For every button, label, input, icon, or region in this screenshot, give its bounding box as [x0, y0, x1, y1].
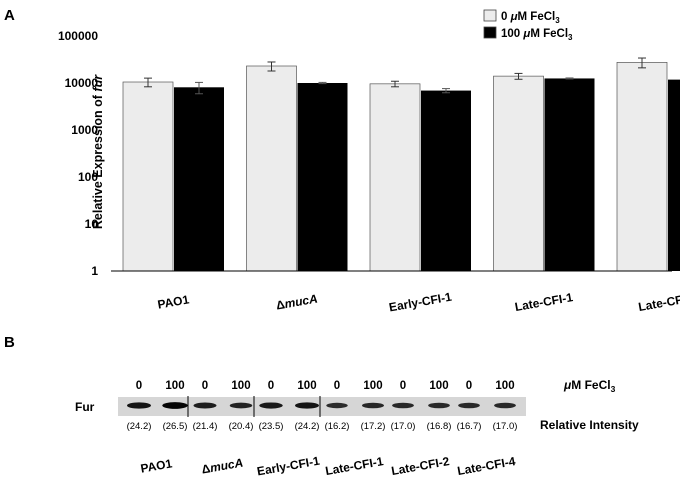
band-l4-0 [392, 402, 414, 409]
lane-label-3: Late-CFI-1 [324, 454, 385, 478]
intensity-value-l4-0: (17.0) [391, 421, 416, 432]
error-bar-s0-c2 [391, 80, 399, 88]
conc-label-l1-1: 100 [231, 380, 250, 392]
legend-label-1: 100 μM FeCl3 [501, 28, 573, 42]
bar-s0-c3 [493, 75, 544, 272]
y-tick-labels: 1 10 100 1000 10000 100000 [58, 29, 98, 278]
bar-s0-c0 [122, 81, 174, 272]
intensity-value-l2-0: (23.5) [259, 421, 284, 432]
conc-label-l3-0: 0 [334, 380, 340, 392]
x-category-label-0: PAO1 [156, 292, 190, 311]
band-l2-1 [295, 402, 319, 409]
y-tick-label-1: 10 [85, 217, 99, 231]
bar-s1-c1 [297, 83, 348, 271]
intensity-value-l5-1: (17.0) [493, 421, 518, 432]
y-tick-label-5: 100000 [58, 29, 98, 43]
band-l0-1 [162, 402, 188, 409]
band-l5-1 [494, 402, 516, 409]
concentration-labels: 0 100 0 100 0 100 0 100 0 100 0 100 [136, 380, 515, 392]
bar-s1-c4 [668, 79, 680, 271]
y-axis-label: Relative Expression of fur [91, 74, 105, 229]
band-l0-0 [127, 402, 151, 409]
legend-swatch-1 [483, 26, 497, 39]
intensity-values: (24.2) (26.5) (21.4) (20.4) (23.5) (24.2) (16.… [127, 421, 518, 432]
band-l1-1 [229, 402, 253, 409]
blot-bands [127, 396, 516, 417]
conc-label-l4-1: 100 [429, 380, 448, 392]
error-bar-s0-c3 [514, 72, 523, 80]
conc-label-l3-1: 100 [363, 380, 382, 392]
error-bar-s0-c1 [267, 61, 276, 72]
error-bar-s1-c1 [318, 81, 327, 85]
bar-s1-c0 [174, 87, 224, 271]
intensity-value-l0-1: (26.5) [163, 421, 188, 432]
band-l4-1 [428, 402, 450, 409]
relative-intensity-label: Relative Intensity [540, 418, 639, 432]
bar-s1-c2 [421, 90, 471, 271]
conc-label-l2-1: 100 [297, 380, 316, 392]
error-bar-s0-c4 [638, 57, 646, 69]
conc-label-l2-0: 0 [268, 380, 274, 392]
x-category-labels: PAO1 ΔmucA Early-CFI-1 Late-CFI-1 Late-CFI-4 [156, 290, 680, 315]
band-l1-0 [193, 402, 217, 409]
conc-label-l1-0: 0 [202, 380, 208, 392]
lane-labels: PAO1 ΔmucA Early-CFI-1 Late-CFI-1 Late-CFI-2… [139, 454, 516, 479]
intensity-value-l5-0: (16.7) [457, 421, 482, 432]
intensity-value-l1-0: (21.4) [193, 421, 218, 432]
conc-label-l0-1: 100 [165, 380, 184, 392]
conc-label-l4-0: 0 [400, 380, 406, 392]
bar-s0-c2 [369, 83, 421, 272]
error-bar-s0-c0 [144, 77, 152, 88]
intensity-value-l3-1: (17.2) [361, 421, 386, 432]
error-bar-s1-c2 [442, 88, 450, 94]
panel-a-label: A [4, 7, 15, 24]
legend-swatch-0 [483, 9, 497, 22]
lane-label-5: Late-CFI-4 [456, 454, 517, 478]
y-tick-label-2: 100 [78, 170, 98, 184]
bar-s0-c1 [246, 65, 297, 272]
band-l5-0 [458, 402, 480, 409]
intensity-value-l2-1: (24.2) [295, 421, 320, 432]
blot-strip [118, 397, 526, 416]
y-tick-label-4: 10000 [65, 76, 99, 90]
legend: 0 μM FeCl3 100 μM FeCl3 [483, 9, 573, 42]
y-tick-label-3: 1000 [71, 123, 98, 137]
bars [122, 62, 680, 272]
x-category-label-1: ΔmucA [275, 292, 319, 313]
intensity-value-l4-1: (16.8) [427, 421, 452, 432]
error-bars [144, 57, 646, 95]
intensity-value-l3-0: (16.2) [325, 421, 350, 432]
lane-label-0: PAO1 [139, 456, 173, 475]
intensity-value-l1-1: (20.4) [229, 421, 254, 432]
lane-label-1: ΔmucA [200, 456, 244, 477]
band-l3-0 [326, 402, 348, 409]
x-category-label-4: Late-CFI-4 [637, 290, 680, 314]
conc-label-l0-0: 0 [136, 380, 142, 392]
band-l3-1 [362, 402, 384, 409]
panel-b-label: B [4, 334, 15, 351]
lane-label-2: Early-CFI-1 [256, 454, 321, 479]
error-bar-s1-c0 [195, 81, 203, 95]
bar-s0-c4 [616, 62, 668, 272]
legend-label-0: 0 μM FeCl3 [501, 11, 560, 25]
x-category-label-2: Early-CFI-1 [388, 290, 453, 315]
bar-s1-c3 [544, 78, 595, 272]
fur-row-label: Fur [75, 400, 95, 414]
y-tick-label-0: 1 [91, 264, 98, 278]
lane-label-4: Late-CFI-2 [390, 454, 451, 478]
error-bar-s1-c3 [565, 77, 574, 80]
conc-label-l5-0: 0 [466, 380, 472, 392]
x-category-label-3: Late-CFI-1 [514, 290, 575, 314]
concentration-unit: μM FeCl3 [563, 378, 616, 394]
band-l2-0 [259, 402, 283, 409]
intensity-value-l0-0: (24.2) [127, 421, 152, 432]
conc-label-l5-1: 100 [495, 380, 514, 392]
